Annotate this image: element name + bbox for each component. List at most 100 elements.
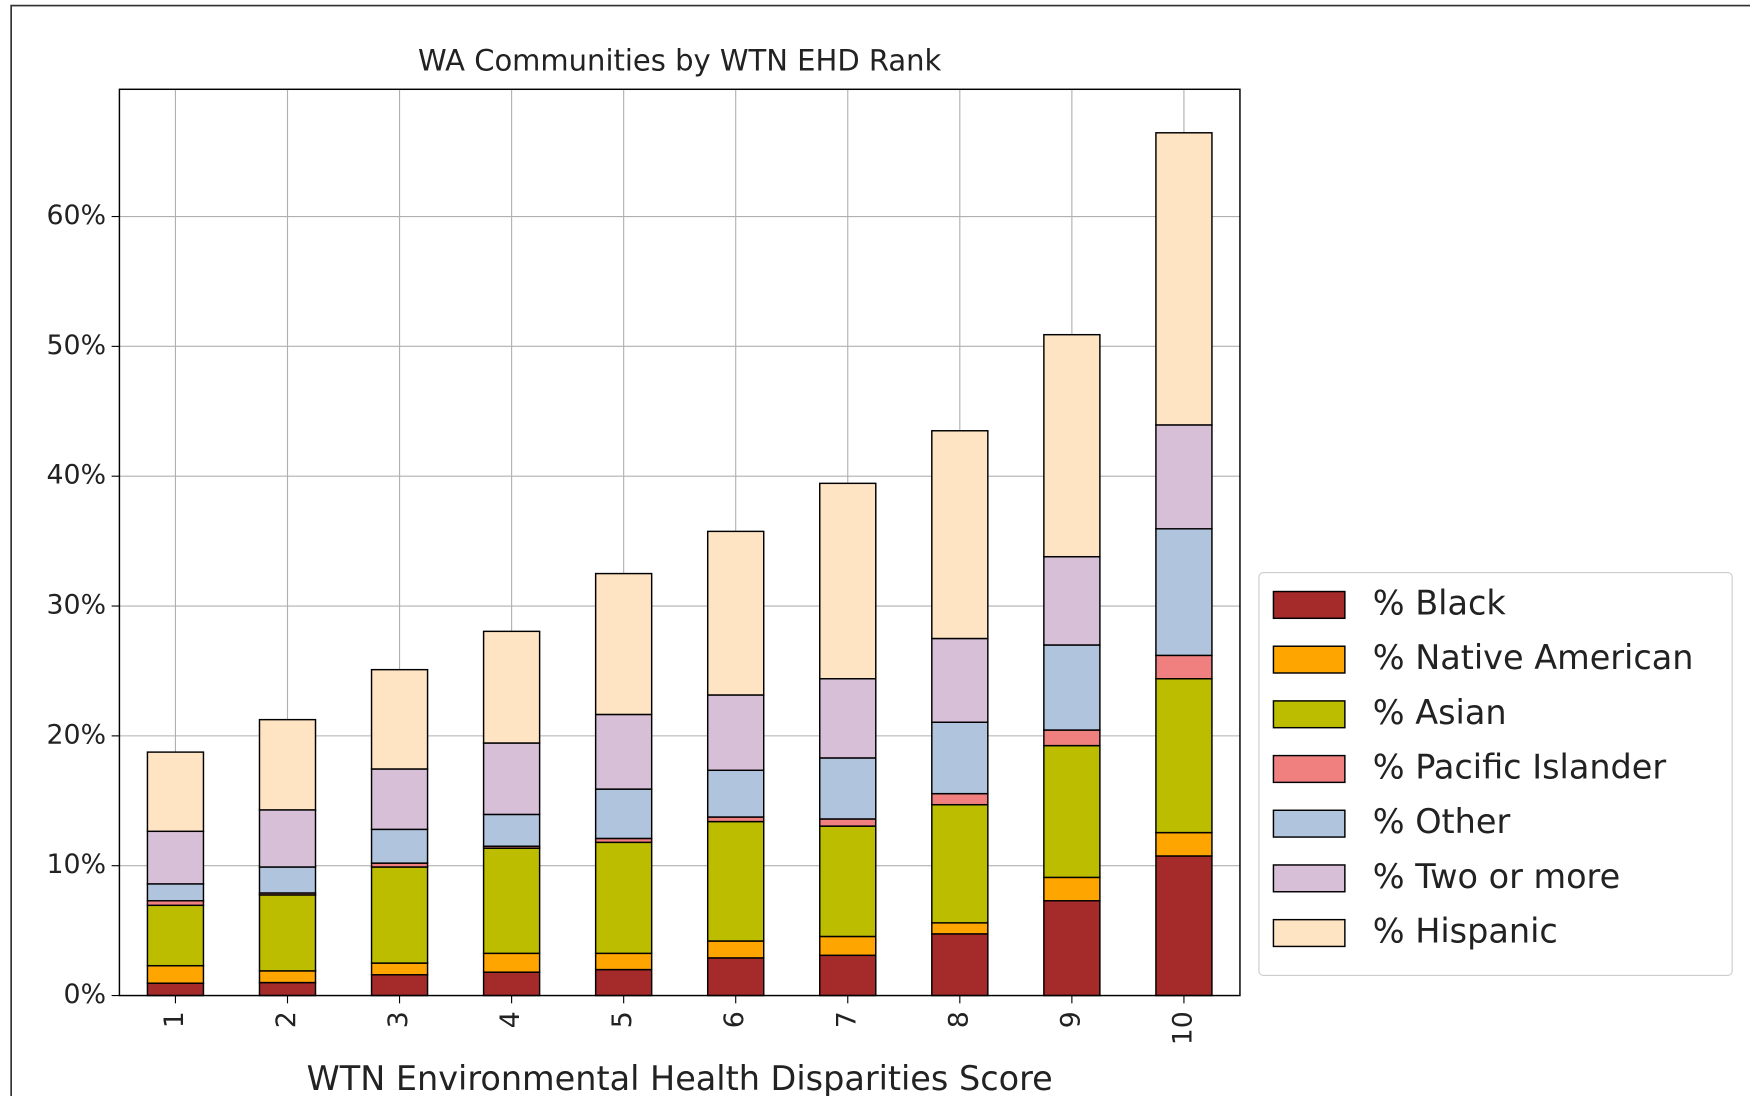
bar-segment <box>1043 644 1101 731</box>
x-axis-label: WTN Environmental Health Disparities Sco… <box>307 1059 1053 1096</box>
legend-swatch <box>1272 918 1346 948</box>
bar-segment <box>706 769 765 818</box>
bar-segment <box>370 668 429 770</box>
bar-segment <box>482 952 541 973</box>
bar-segment <box>594 713 653 790</box>
frame <box>10 4 1750 1096</box>
bar-segment <box>931 721 989 795</box>
bar-segment <box>594 968 653 997</box>
legend-label: % Native American <box>1373 638 1694 677</box>
bar-segment <box>482 813 541 847</box>
legend-label: % Black <box>1373 583 1507 622</box>
bar-segment <box>258 970 317 984</box>
x-tick-label: 6 <box>719 1011 750 1028</box>
bar-segment <box>258 866 317 894</box>
bar-segment <box>482 971 541 997</box>
bar-segment <box>370 974 429 997</box>
bar-segment <box>931 803 989 924</box>
bar-segment <box>258 809 317 868</box>
x-tick-label: 10 <box>1167 1011 1198 1045</box>
bar-segment <box>146 904 205 967</box>
x-tick-label: 3 <box>383 1011 414 1028</box>
bar-segment <box>146 830 205 885</box>
bar-segment <box>1155 528 1213 657</box>
y-tick-label: 0% <box>64 979 106 1010</box>
x-tick-label: 2 <box>271 1011 302 1028</box>
y-tick-label: 10% <box>47 849 106 880</box>
legend-box <box>1258 571 1733 977</box>
bar-segment <box>706 530 765 696</box>
bar-segment <box>258 981 317 997</box>
bar-segment <box>931 430 989 640</box>
bar-segment <box>594 788 653 840</box>
legend-swatch <box>1272 809 1346 838</box>
bar-segment <box>706 957 765 997</box>
chart-title: WA Communities by WTN EHD Rank <box>418 44 941 78</box>
bar-segment <box>594 841 653 955</box>
x-tick-label: 8 <box>943 1011 974 1028</box>
x-tick-label: 5 <box>607 1011 638 1028</box>
bar-segment <box>819 678 877 759</box>
bar-segment <box>146 982 205 997</box>
bar-segment <box>594 952 653 971</box>
legend-swatch <box>1272 645 1346 674</box>
legend-label: % Hispanic <box>1373 912 1558 951</box>
bar-segment <box>1155 831 1213 857</box>
bar-segment <box>370 768 429 831</box>
bar-segment <box>370 962 429 976</box>
legend-swatch <box>1272 700 1346 729</box>
bar-segment <box>594 572 653 716</box>
bar-segment <box>1043 333 1101 558</box>
legend-swatch <box>1272 864 1346 893</box>
plot-border <box>118 88 1241 997</box>
bar-segment <box>819 757 877 820</box>
y-tick-label: 20% <box>47 719 106 750</box>
legend-swatch <box>1272 590 1346 620</box>
bar-segment <box>1043 744 1101 879</box>
bar-segment <box>482 742 541 816</box>
y-tick-label: 40% <box>47 460 106 491</box>
bar-segment <box>482 630 541 744</box>
bar-segment <box>1155 855 1213 997</box>
x-tick-label: 4 <box>495 1011 526 1028</box>
y-tick-label: 60% <box>47 200 106 231</box>
bar-segment <box>1155 424 1213 530</box>
bar-segment <box>931 637 989 723</box>
bar-segment <box>370 828 429 864</box>
legend-label: % Pacific Islander <box>1373 747 1667 786</box>
legend-label: % Two or more <box>1373 857 1620 896</box>
x-tick-label: 7 <box>831 1011 862 1028</box>
bar-segment <box>1155 132 1213 426</box>
bar-segment <box>819 825 877 938</box>
legend-swatch <box>1272 754 1346 784</box>
bar-segment <box>931 933 989 997</box>
x-tick-label: 9 <box>1055 1011 1086 1028</box>
bar-segment <box>370 866 429 964</box>
bar-segment <box>258 718 317 811</box>
bar-segment <box>258 894 317 972</box>
bar-segment <box>819 482 877 680</box>
bar-segment <box>146 751 205 833</box>
bar-segment <box>1155 678 1213 834</box>
bar-segment <box>819 935 877 957</box>
bar-segment <box>146 964 205 984</box>
bar-segment <box>1043 555 1101 646</box>
bar-segment <box>706 694 765 772</box>
bar-segment <box>1043 876 1101 902</box>
bar-segment <box>146 883 205 902</box>
legend-label: % Other <box>1373 802 1511 841</box>
bar-segment <box>1043 729 1101 747</box>
bar-segment <box>706 820 765 942</box>
y-tick-label: 30% <box>47 590 106 621</box>
x-tick-label: 1 <box>159 1011 190 1028</box>
bar-segment <box>931 922 989 935</box>
bar-segment <box>819 818 877 827</box>
y-tick-label: 50% <box>47 330 106 361</box>
bar-segment <box>482 847 541 955</box>
bar-segment <box>931 792 989 806</box>
bar-segment <box>1043 900 1101 997</box>
bar-segment <box>1155 654 1213 680</box>
bar-segment <box>706 940 765 959</box>
legend-label: % Asian <box>1373 693 1507 732</box>
